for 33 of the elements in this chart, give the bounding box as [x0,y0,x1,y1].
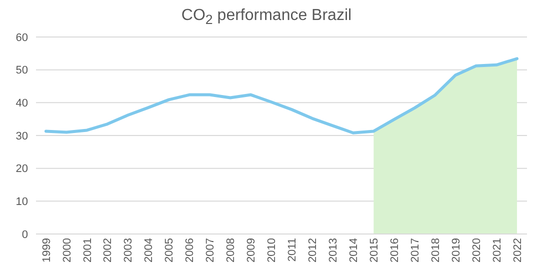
x-tick-label: 1999 [40,238,53,262]
x-tick-label: 2021 [491,238,504,262]
chart-title: CO$_{2}$ performance Brazil [180,7,353,30]
y-tick-label: 0 [22,228,28,241]
x-tick-label: 2018 [430,238,442,262]
y-tick-label: 50 [16,64,28,77]
x-tick-label: 2005 [164,238,176,262]
x-tick-label: 2003 [122,238,135,262]
y-tick-label: 10 [16,196,28,208]
x-tick-label: 2008 [225,238,238,262]
x-tick-label: 2015 [368,238,380,262]
line-series [44,57,518,134]
x-tick-label: 2020 [470,238,483,262]
x-tick-label: 2014 [348,238,360,262]
x-tick-label: 2016 [388,238,401,262]
x-tick-label: 2001 [82,238,94,262]
x-tick-label: 2006 [184,238,196,262]
x-tick-label: 2012 [307,238,320,262]
y-tick-label: 40 [16,98,28,110]
y-tick-label: 30 [16,130,28,142]
x-tick-label: 2004 [143,238,156,262]
x-tick-label: 2017 [409,238,422,262]
y-tick-label: 60 [16,32,28,44]
x-tick-label: 2010 [266,238,278,262]
y-tick-label: 20 [16,163,28,176]
x-tick-label: 2013 [328,238,340,262]
x-tick-label: 2019 [450,238,462,262]
x-tick-label: 2000 [61,238,74,262]
x-tick-label: 2022 [512,238,524,262]
x-tick-label: 2002 [102,238,114,262]
x-tick-label: 2009 [246,238,258,262]
x-tick-label: 2007 [204,238,217,262]
x-tick-label: 2011 [286,238,299,262]
